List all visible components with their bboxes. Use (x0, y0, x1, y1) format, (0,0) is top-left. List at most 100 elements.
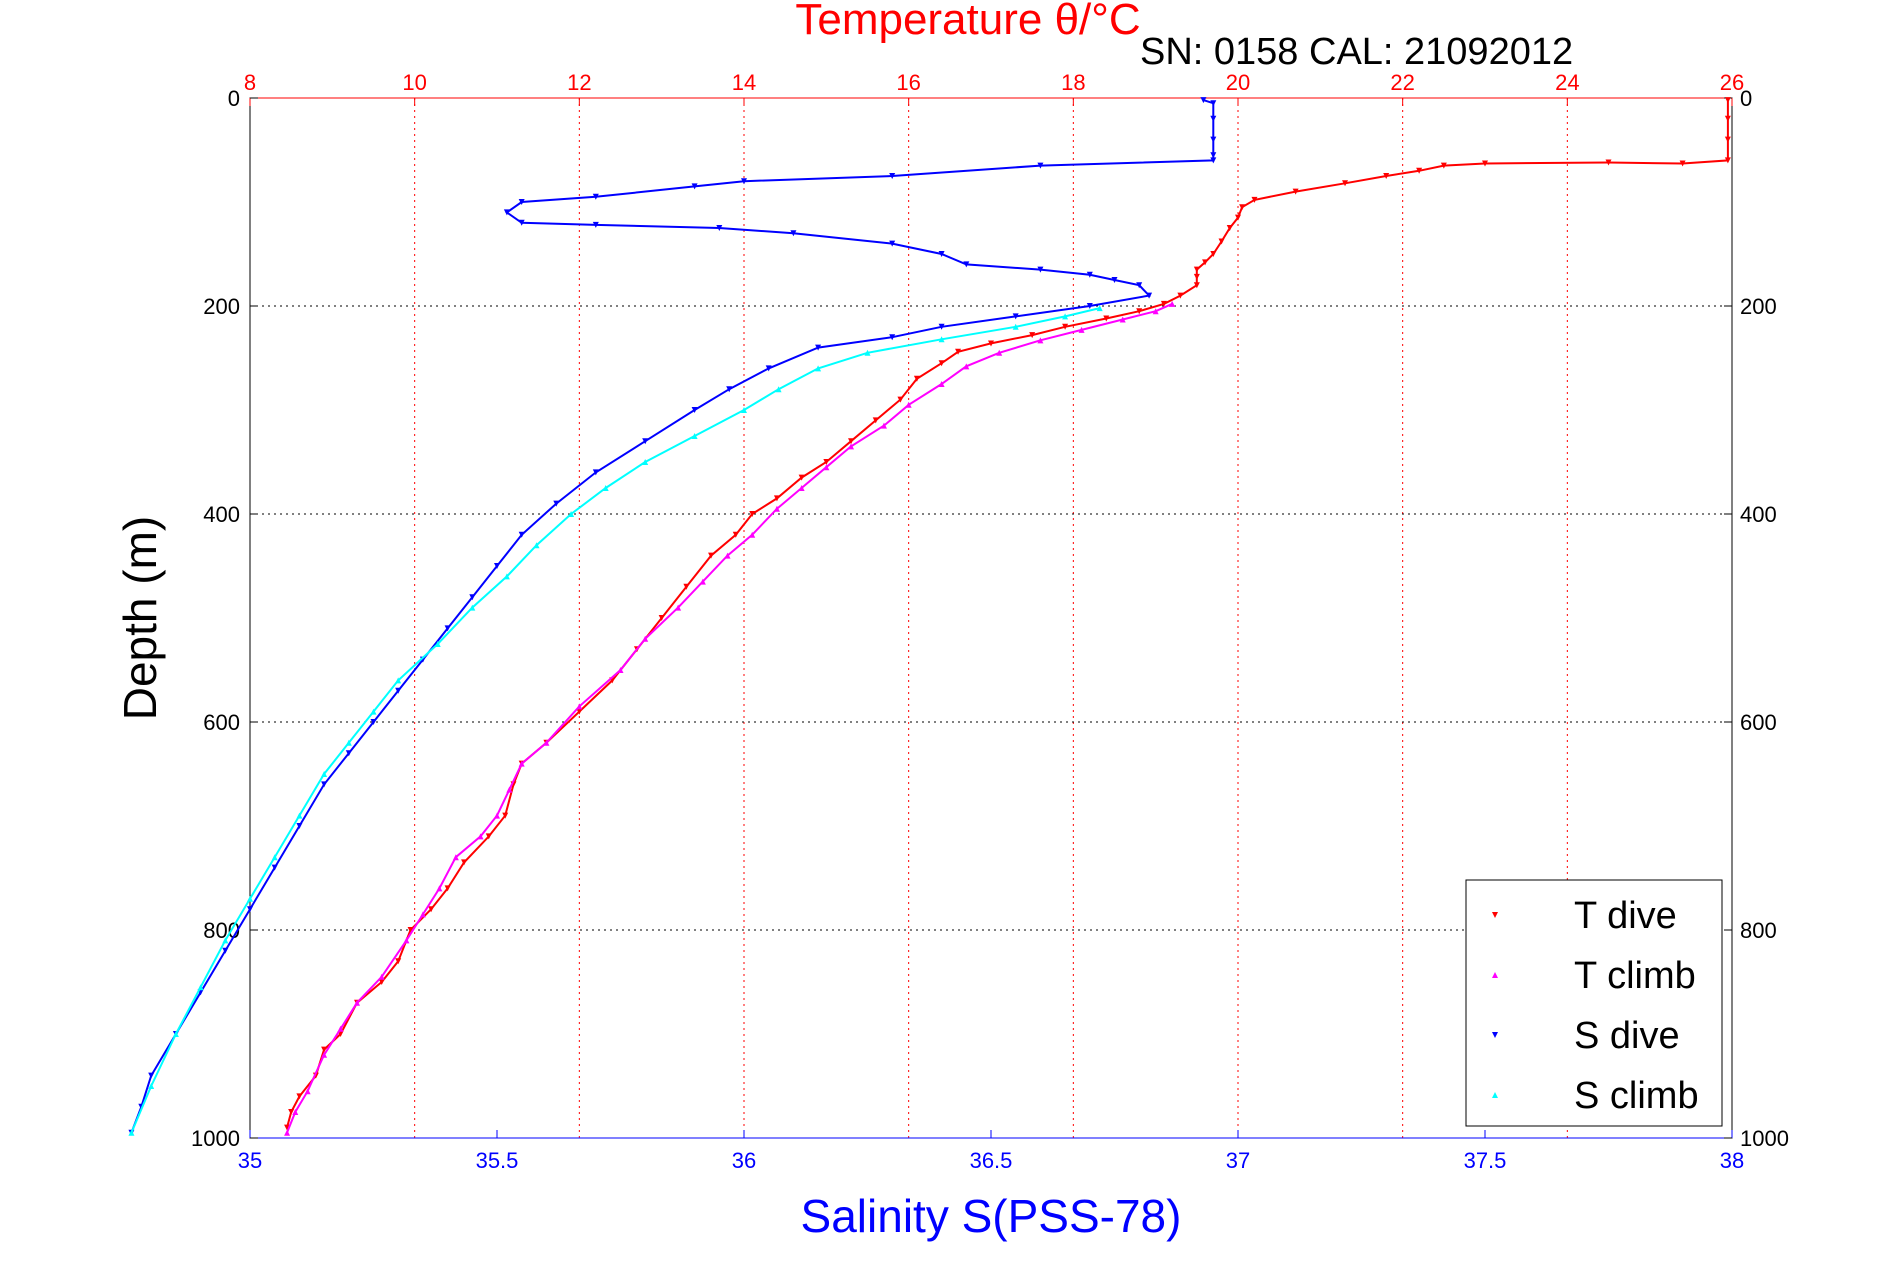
left-tick-label: 800 (203, 918, 240, 943)
top-tick-label: 26 (1720, 70, 1744, 95)
data-point (436, 885, 443, 892)
data-point (905, 401, 912, 408)
legend-label: T climb (1574, 955, 1696, 997)
data-point (568, 511, 575, 517)
right-tick-label: 200 (1740, 294, 1777, 319)
data-point (732, 531, 739, 538)
data-point (872, 417, 879, 424)
series-trace (130, 99, 1215, 1134)
data-point (1169, 300, 1176, 307)
right-tick-label: 1000 (1740, 1126, 1789, 1151)
data-point (1440, 162, 1447, 169)
data-point (1202, 259, 1209, 266)
data-point (765, 365, 772, 372)
series-s-climb (128, 305, 1103, 1136)
data-point (996, 349, 1003, 356)
data-point (592, 193, 599, 200)
series-t-dive (284, 97, 1731, 1131)
data-point (963, 261, 970, 268)
data-point (1235, 214, 1241, 221)
data-point (1342, 180, 1349, 187)
legend-box (1465, 879, 1723, 1127)
data-point (518, 219, 525, 226)
data-point (1210, 100, 1217, 107)
legend-label: T dive (1574, 895, 1677, 937)
data-point (494, 563, 500, 569)
data-point (1086, 303, 1093, 309)
data-point (683, 583, 690, 590)
data-point (576, 708, 583, 715)
data-point (1086, 271, 1093, 278)
data-point (345, 739, 352, 746)
data-point (395, 677, 402, 684)
data-point (889, 240, 896, 247)
data-point (1724, 97, 1731, 104)
data-point (1210, 136, 1217, 143)
data-point (370, 708, 377, 715)
data-point (247, 906, 253, 913)
data-point (699, 578, 706, 585)
data-point (889, 334, 896, 341)
data-point (592, 221, 599, 228)
legend-marker (1492, 972, 1498, 978)
data-point (428, 906, 435, 913)
data-point (1210, 115, 1217, 122)
data-point (469, 604, 476, 611)
data-point (148, 1083, 155, 1089)
legend: T dive T climb S dive S climb (1465, 879, 1723, 1127)
data-point (913, 375, 920, 382)
data-point (1136, 282, 1143, 289)
right-tick-label: 0 (1740, 86, 1752, 111)
data-point (1292, 188, 1299, 195)
data-point (897, 396, 904, 403)
data-point (938, 381, 945, 387)
data-point (691, 433, 698, 439)
data-point (1226, 225, 1233, 231)
data-point (773, 505, 780, 512)
data-point (434, 641, 441, 647)
top-tick-label: 8 (244, 70, 256, 95)
data-point (823, 459, 830, 465)
data-point (395, 687, 402, 694)
chart-subtitle: SN: 0158 CAL: 21092012 (1140, 31, 1573, 73)
data-point (691, 183, 698, 190)
data-point (172, 1031, 179, 1037)
data-point (1239, 204, 1246, 211)
data-point (271, 864, 278, 871)
data-point (222, 947, 229, 954)
data-point (1679, 160, 1686, 167)
data-point (1724, 157, 1731, 164)
bottom-tick-label: 38 (1720, 1148, 1744, 1173)
data-point (1482, 160, 1488, 167)
data-point (494, 812, 500, 819)
data-point (938, 251, 945, 257)
data-point (321, 1051, 328, 1058)
left-tick-label: 1000 (191, 1126, 240, 1151)
data-point (617, 667, 624, 673)
data-point (1210, 157, 1217, 164)
data-point (938, 336, 945, 343)
data-point (1037, 266, 1044, 273)
top-tick-label: 14 (732, 70, 756, 95)
data-point (1193, 273, 1200, 280)
data-point (864, 349, 871, 356)
data-point (321, 781, 328, 788)
bottom-tick-label: 35 (238, 1148, 262, 1173)
data-point (815, 344, 822, 351)
data-point (518, 760, 525, 767)
data-point (1146, 292, 1153, 299)
data-point (553, 500, 560, 507)
data-point (642, 438, 649, 445)
data-point (292, 1109, 299, 1115)
legend-items: T dive T climb S dive S climb (1492, 895, 1699, 1117)
data-point (724, 552, 731, 559)
legend-label: S dive (1574, 1015, 1680, 1057)
left-tick-label: 200 (203, 294, 240, 319)
data-point (741, 178, 747, 185)
bottom-tick-label: 36.5 (970, 1148, 1013, 1173)
data-point (1152, 308, 1159, 315)
data-point (1111, 277, 1118, 283)
top-tick-label: 20 (1226, 70, 1250, 95)
data-point (533, 542, 540, 549)
